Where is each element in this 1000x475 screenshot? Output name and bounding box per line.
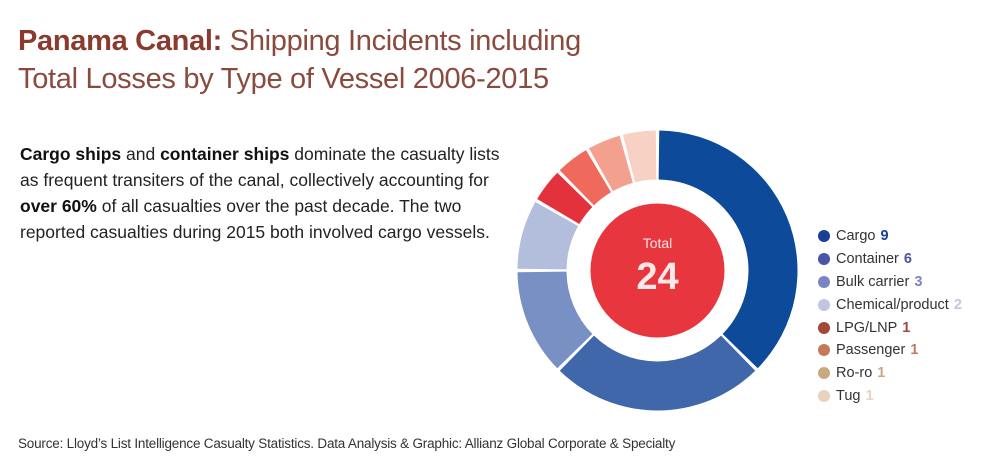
legend-swatch-icon (818, 367, 830, 380)
chart-title: Panama Canal: Shipping Incidents includi… (18, 22, 581, 98)
legend-value: 1 (902, 319, 911, 336)
center-total-circle (590, 203, 725, 338)
title-bold: Panama Canal: (18, 25, 223, 57)
legend-value: 6 (903, 251, 912, 268)
segment-chemical-product (517, 202, 579, 270)
bold-container-ships: container ships (160, 144, 290, 164)
total-value: 24 (636, 256, 678, 298)
legend-item-passenger: Passenger 1 (818, 339, 962, 362)
chart-legend: Cargo 9 Container 6 Bulk carrier 3 Chemical/pr… (818, 225, 962, 407)
segment-bulk-carrier (517, 271, 593, 369)
legend-label: Cargo (836, 228, 876, 245)
legend-item-tug: Tug 1 (818, 385, 962, 408)
legend-swatch-icon (818, 253, 830, 266)
donut-chart: Total 24 (517, 130, 798, 411)
bold-percentage: over 60% (20, 196, 97, 216)
legend-item-cargo: Cargo 9 (818, 225, 962, 248)
legend-item-container: Container 6 (818, 248, 962, 271)
text-fragment: and (121, 144, 161, 164)
legend-item-bulk-carrier: Bulk carrier 3 (818, 271, 962, 294)
legend-swatch-icon (818, 321, 830, 334)
legend-value: 3 (914, 273, 923, 290)
segment-cargo (658, 130, 798, 369)
title-line2: Total Losses by Type of Vessel 2006-2015 (18, 63, 549, 95)
legend-item-lpg-lnp: LPG/LNP 1 (818, 316, 962, 339)
legend-label: Container (836, 251, 899, 268)
total-label: Total (643, 235, 673, 251)
legend-value: 2 (953, 296, 962, 313)
legend-label: Bulk carrier (836, 273, 910, 290)
legend-swatch-icon (818, 275, 830, 288)
legend-value: 9 (880, 228, 889, 245)
bold-cargo-ships: Cargo ships (20, 144, 122, 164)
legend-label: Chemical/product (836, 296, 949, 313)
legend-swatch-icon (818, 344, 830, 357)
text-fragment: dominate the casualty lists as frequent … (20, 144, 500, 190)
segment-tug (622, 130, 657, 183)
segment-ro-ro (589, 135, 633, 192)
legend-swatch-icon (818, 298, 830, 311)
segment-lpg-lnp (537, 172, 593, 225)
legend-label: LPG/LNP (836, 319, 898, 336)
description-text: Cargo ships and container ships dominate… (20, 141, 510, 245)
legend-item-chemical-product: Chemical/product 2 (818, 293, 962, 316)
legend-swatch-icon (818, 389, 830, 402)
legend-label: Ro-ro (836, 365, 873, 382)
segment-container (559, 335, 756, 411)
legend-label: Tug (836, 387, 861, 404)
legend-value: 1 (877, 365, 886, 382)
segment-passenger (559, 150, 612, 206)
legend-swatch-icon (818, 230, 830, 243)
source-note: Source: Lloyd’s List Intelligence Casual… (18, 436, 676, 451)
legend-item-ro-ro: Ro-ro 1 (818, 362, 962, 385)
legend-value: 1 (865, 387, 874, 404)
title-line1: Shipping Incidents including (222, 25, 581, 57)
text-fragment: of all casualties over the past decade. … (20, 196, 490, 242)
legend-label: Passenger (836, 342, 906, 359)
donut-segments (517, 130, 798, 411)
legend-value: 1 (910, 342, 919, 359)
